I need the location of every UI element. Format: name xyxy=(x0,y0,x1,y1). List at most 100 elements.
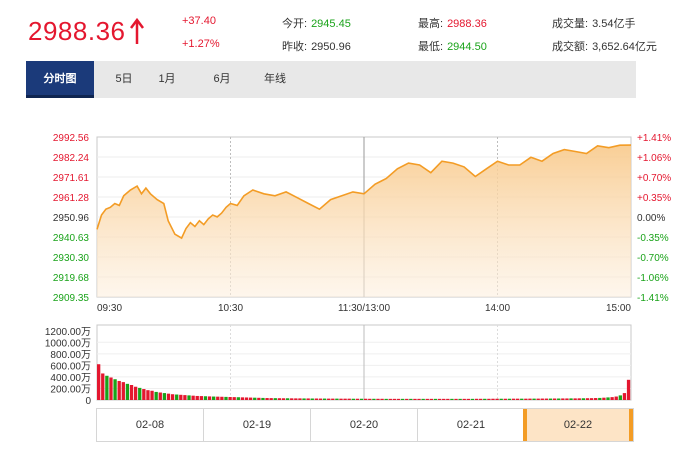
volume-bar xyxy=(117,380,121,400)
volume-bar xyxy=(491,398,495,400)
day-0220[interactable]: 02-20 xyxy=(311,409,418,441)
volume-bar xyxy=(409,398,413,400)
price-line xyxy=(96,144,632,240)
volume-bar xyxy=(413,398,417,400)
volume-tick-label: 1000.00万 xyxy=(45,338,91,349)
day-0221[interactable]: 02-21 xyxy=(418,409,525,441)
volume-tick-label: 800.00万 xyxy=(50,350,91,361)
volume-bar xyxy=(384,398,388,400)
volume-bar xyxy=(253,397,257,400)
volume-bar xyxy=(351,398,355,400)
volume-bar xyxy=(343,398,347,400)
tab-5-day[interactable]: 5日 xyxy=(115,73,133,85)
y-tick-label: 2919.68 xyxy=(53,273,90,284)
x-tick-label: 10:30 xyxy=(218,303,243,314)
quote-header: 2988.36 +37.40 +1.27% 今开: 2945.45 昨收: 2950… xyxy=(0,0,690,62)
y-tick-label: 2961.28 xyxy=(53,193,90,204)
volume-bar xyxy=(220,396,224,400)
high-price: 最高: 2988.36 xyxy=(418,18,487,30)
y-tick-label: 2930.30 xyxy=(53,253,90,264)
volume-bar xyxy=(511,398,516,400)
volume-bar xyxy=(281,398,286,400)
volume-bar xyxy=(466,398,470,400)
volume-bar xyxy=(594,398,598,400)
volume-bar xyxy=(610,397,614,400)
up-arrow-icon xyxy=(130,17,144,44)
volume-bar xyxy=(437,398,442,400)
low-price: 最低: 2944.50 xyxy=(418,41,487,53)
volume-bar xyxy=(454,398,458,400)
volume-bar xyxy=(614,396,618,400)
volume-bar xyxy=(339,398,343,400)
volume-bar xyxy=(602,397,606,400)
prev-close: 昨收: 2950.96 xyxy=(282,41,351,53)
current-price: 2988.36 xyxy=(28,16,126,46)
volume-bar xyxy=(544,398,549,400)
pct-tick-label: +0.70% xyxy=(637,173,671,184)
volume-bar xyxy=(212,396,216,400)
volume-bar xyxy=(327,398,331,400)
period-tabs: 分时图 5日 1月 6月 年线 xyxy=(26,61,636,98)
volume-bar xyxy=(146,390,150,400)
x-tick-label: 14:00 xyxy=(485,303,510,314)
tab-yearly[interactable]: 年线 xyxy=(264,73,286,85)
volume-tick-label: 1200.00万 xyxy=(45,327,91,338)
volume-bar xyxy=(121,382,125,400)
pct-tick-label: -0.70% xyxy=(637,253,669,264)
volume-bar xyxy=(203,396,208,400)
volume-tick-label: 600.00万 xyxy=(50,361,91,372)
volume-bar xyxy=(355,398,360,400)
pct-tick-label: 0.00% xyxy=(637,213,665,224)
volume-bar xyxy=(298,398,302,400)
volume-bar xyxy=(515,398,520,400)
volume-bar xyxy=(331,398,335,400)
x-tick-label: 15:00 xyxy=(606,303,631,314)
volume-bar xyxy=(359,398,364,400)
volume-bar xyxy=(314,398,319,400)
volume-bar xyxy=(405,398,409,400)
volume-bar xyxy=(244,397,249,400)
volume-bar xyxy=(105,375,109,400)
day-0219[interactable]: 02-19 xyxy=(204,409,311,441)
volume-bar xyxy=(598,397,602,400)
volume-bar xyxy=(191,395,195,400)
x-tick-label: 09:30 xyxy=(97,303,122,314)
tab-1-month[interactable]: 1月 xyxy=(158,73,176,85)
volume-bar xyxy=(557,398,561,400)
volume-bar xyxy=(302,398,306,400)
volume-bar xyxy=(507,398,512,400)
tab-6-month[interactable]: 6月 xyxy=(213,73,231,85)
volume-bar xyxy=(175,394,179,400)
price-area xyxy=(97,145,631,297)
volume-bar xyxy=(322,398,327,400)
volume-bar xyxy=(335,398,339,400)
volume-bar xyxy=(133,386,138,400)
volume-bar xyxy=(606,397,610,400)
volume-bar xyxy=(101,373,105,400)
volume-bar xyxy=(294,398,298,400)
volume-bar xyxy=(97,364,101,400)
y-tick-label: 2992.56 xyxy=(53,133,90,144)
volume-bar xyxy=(265,398,269,400)
volume-bar xyxy=(569,398,573,400)
volume-bar xyxy=(392,398,397,400)
day-0222[interactable]: 02-22 xyxy=(523,409,633,441)
volume-bar xyxy=(109,377,113,400)
volume-bar xyxy=(162,393,167,400)
volume-bar xyxy=(236,397,240,400)
volume-bar xyxy=(396,398,401,400)
volume-bar xyxy=(528,398,532,400)
volume-bar xyxy=(532,398,536,400)
amount: 成交额: 3,652.64亿元 xyxy=(552,41,657,53)
volume-bar xyxy=(207,396,212,400)
volume-bar xyxy=(400,398,405,400)
day-0208[interactable]: 02-08 xyxy=(97,409,204,441)
tab-intraday[interactable]: 分时图 xyxy=(26,61,94,98)
volume-bar xyxy=(232,397,236,400)
pct-tick-label: +1.06% xyxy=(637,153,671,164)
volume-bar xyxy=(372,398,376,400)
volume-bar xyxy=(125,383,130,400)
intraday-price-chart: 2992.56 +1.41% 2982.24 +1.06% 2971.61 +0.70% 2… xyxy=(53,133,671,314)
volume-bar xyxy=(179,394,183,400)
volume-bar xyxy=(520,398,524,400)
